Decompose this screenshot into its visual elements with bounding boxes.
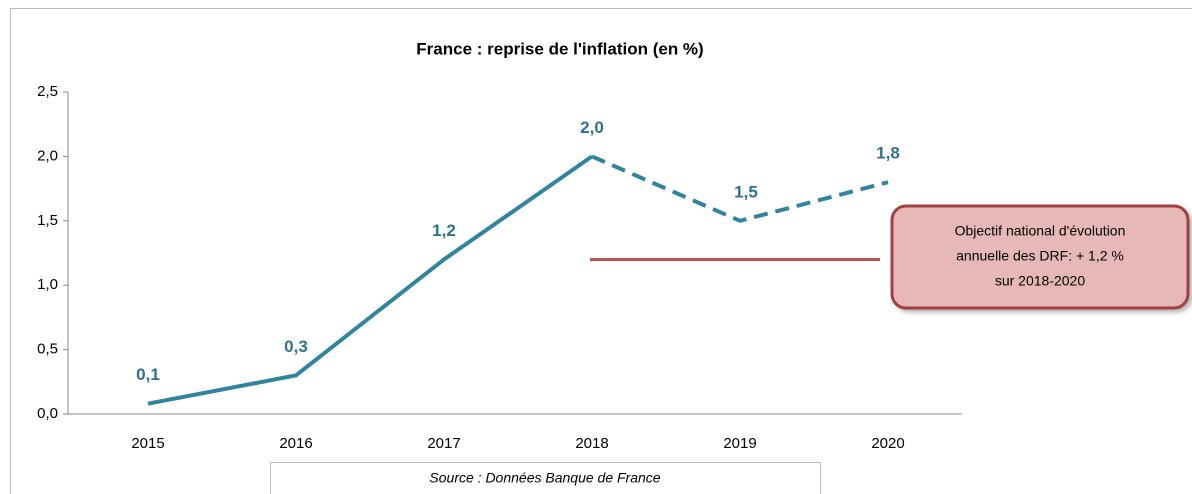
data-label: 0,1 <box>136 365 160 384</box>
data-label: 0,3 <box>284 337 308 356</box>
x-tick-label: 2019 <box>723 435 756 452</box>
x-tick-label: 2017 <box>427 435 460 452</box>
data-label: 1,5 <box>734 182 758 201</box>
source: Source : Données Banque de France <box>429 470 660 486</box>
x-tick-label: 2016 <box>279 435 312 452</box>
source-box <box>270 462 821 494</box>
x-tick-label: 2018 <box>575 435 608 452</box>
y-tick-label: 2,0 <box>37 147 58 164</box>
data-label: 1,2 <box>432 221 456 240</box>
data-label: 1,8 <box>876 144 900 163</box>
data-label: 2,0 <box>580 118 604 137</box>
line <box>147 154 594 406</box>
annotation-box <box>890 204 1190 310</box>
x-tick-label: 2015 <box>131 435 164 452</box>
chart-title: France : reprise de l'inflation (en %) <box>416 39 703 58</box>
y-tick-label: 0,5 <box>37 341 58 358</box>
y-tick-label: 1,0 <box>37 276 58 293</box>
annotation-text: Objectif national d'évolution <box>955 223 1126 239</box>
x-tick-label: 2020 <box>871 435 904 452</box>
frame <box>10 8 1192 494</box>
y-tick-label: 2,5 <box>37 83 58 100</box>
y-tick-label: 0,0 <box>37 405 58 422</box>
annotation-text: sur 2018-2020 <box>995 273 1086 289</box>
annotation-text: annuelle des DRF: + 1,2 % <box>956 248 1124 264</box>
line-dashed <box>591 154 889 223</box>
y-tick-label: 1,5 <box>37 212 58 229</box>
